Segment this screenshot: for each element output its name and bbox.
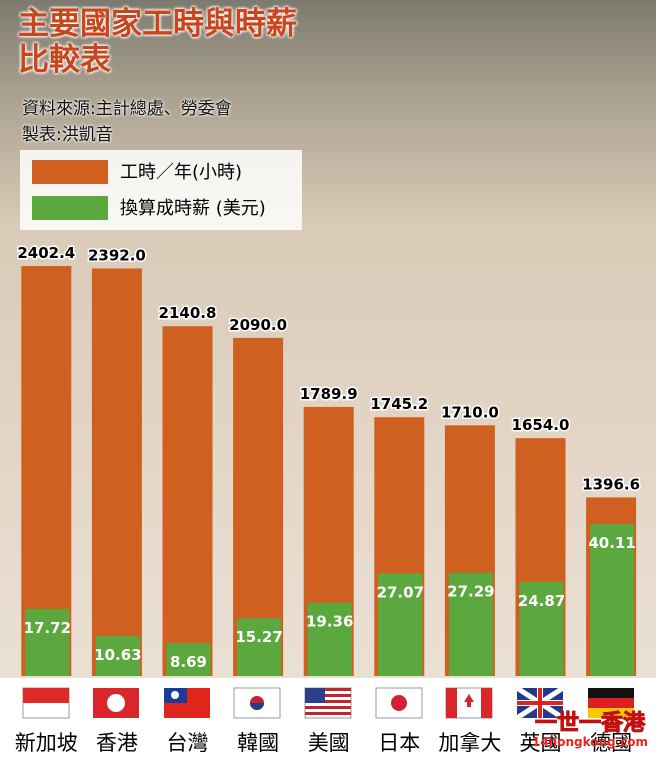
- source: 資料來源:主計總處、勞委會: [22, 99, 232, 119]
- chart-title: 主要國家工時與時薪比較表: [18, 6, 297, 78]
- value-label: 2140.8: [159, 304, 217, 322]
- bar: [166, 643, 211, 676]
- x-tick-label: 英國: [520, 731, 562, 755]
- x-tick-label: 台灣: [167, 731, 209, 755]
- value-label: 15.27: [235, 628, 282, 646]
- x-tick-label: 美國: [308, 731, 350, 755]
- x-tick-label: 新加坡: [15, 731, 78, 755]
- bar: [378, 573, 423, 676]
- value-label: 1396.6: [582, 475, 640, 493]
- bar: [95, 635, 140, 676]
- value-label: 1789.9: [300, 385, 358, 403]
- bar: [519, 581, 564, 676]
- bar: [237, 618, 282, 676]
- value-label: 17.72: [24, 619, 71, 637]
- value-label: 24.87: [518, 592, 565, 610]
- watermark: 一世一香港: [535, 711, 646, 736]
- bar: [448, 572, 493, 676]
- legend-swatch: [32, 160, 108, 184]
- x-tick-label: 香港: [96, 731, 138, 755]
- bar: [307, 602, 352, 676]
- maker: 製表:洪凱音: [22, 125, 113, 145]
- legend-label: 換算成時薪 (美元): [120, 198, 266, 219]
- value-label: 2402.4: [17, 244, 75, 262]
- value-label: 19.36: [306, 613, 353, 631]
- value-label: 2090.0: [229, 316, 287, 334]
- value-label: 10.63: [94, 646, 141, 664]
- bar: [25, 608, 70, 676]
- x-tick-label: 加拿大: [438, 731, 501, 755]
- value-label: 1654.0: [512, 416, 570, 434]
- legend-swatch: [32, 196, 108, 220]
- x-tick-label: 德國: [590, 731, 632, 755]
- value-label: 27.07: [377, 584, 424, 602]
- flags: [22, 685, 634, 721]
- bar: [162, 326, 213, 676]
- value-label: 40.11: [588, 534, 635, 552]
- value-label: 1745.2: [370, 395, 428, 413]
- x-tick-label: 韓國: [237, 731, 279, 755]
- watermark-url: 14hongkong.com: [532, 735, 648, 749]
- bar: [590, 524, 635, 676]
- value-label: 27.29: [447, 583, 494, 601]
- value-label: 1710.0: [441, 403, 499, 421]
- bar: [91, 268, 142, 676]
- legend-label: 工時／年(小時): [120, 162, 242, 183]
- bar: [21, 266, 72, 676]
- value-label: 8.69: [170, 653, 207, 671]
- value-label: 2392.0: [88, 246, 146, 264]
- x-tick-label: 日本: [378, 731, 420, 755]
